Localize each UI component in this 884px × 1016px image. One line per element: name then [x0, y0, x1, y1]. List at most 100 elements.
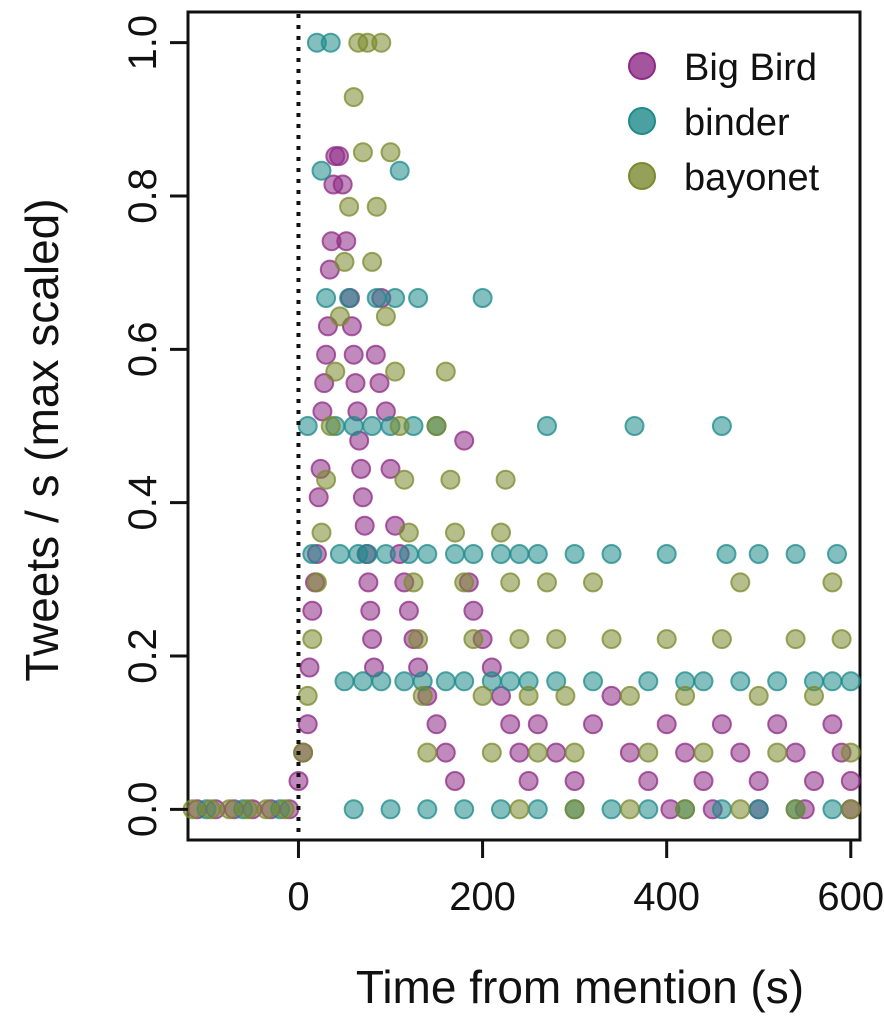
y-tick-label: 0.6 — [121, 322, 165, 378]
data-point — [711, 416, 732, 436]
data-point — [693, 771, 714, 791]
data-point — [308, 487, 329, 508]
data-point — [785, 742, 806, 763]
data-point — [518, 685, 539, 706]
data-point — [417, 799, 438, 820]
data-point — [445, 771, 465, 791]
data-point — [555, 685, 576, 706]
data-point — [311, 522, 332, 543]
legend-swatch — [628, 52, 656, 80]
data-point — [408, 629, 429, 650]
data-point — [339, 196, 360, 217]
x-tick-label: 0 — [287, 875, 309, 919]
data-point — [638, 799, 659, 820]
data-point — [306, 572, 327, 593]
legend-swatch — [628, 107, 656, 135]
data-point — [343, 87, 364, 108]
data-point — [380, 799, 401, 820]
data-point — [527, 799, 548, 820]
data-point — [785, 629, 806, 650]
data-point — [711, 629, 732, 650]
data-point — [362, 251, 383, 272]
data-point — [785, 799, 806, 820]
data-point — [316, 469, 337, 490]
data-point — [601, 799, 622, 820]
data-point — [362, 629, 383, 650]
data-point — [518, 771, 539, 791]
data-point — [748, 544, 769, 564]
x-axis: 0 200 400 600 — [287, 840, 884, 919]
data-point — [302, 600, 323, 621]
data-point — [638, 771, 659, 791]
data-point — [730, 742, 751, 763]
y-tick-label: 1.0 — [121, 15, 165, 71]
data-point — [366, 196, 387, 217]
data-point — [509, 799, 530, 820]
data-point — [583, 671, 603, 692]
data-point — [329, 544, 350, 564]
data-point — [711, 714, 732, 735]
data-point — [394, 671, 415, 692]
data-point — [527, 544, 548, 564]
data-point — [767, 714, 788, 735]
data-point — [385, 361, 406, 382]
data-point — [435, 361, 456, 382]
data-point — [840, 742, 861, 763]
data-point — [358, 572, 379, 593]
data-point — [564, 544, 585, 564]
data-point — [343, 344, 364, 365]
legend-label: Big Bird — [684, 47, 817, 89]
data-point — [256, 799, 277, 820]
data-point — [804, 771, 824, 791]
data-point — [624, 416, 645, 436]
data-point — [527, 714, 548, 735]
data-point — [822, 799, 843, 820]
data-point — [564, 799, 585, 820]
data-point — [454, 799, 475, 820]
data-point — [375, 544, 396, 564]
data-point — [352, 487, 373, 508]
data-point — [619, 799, 640, 820]
data-point — [426, 416, 447, 436]
data-point — [366, 288, 387, 308]
data-point — [320, 416, 341, 436]
data-point — [711, 799, 732, 820]
points-layer — [182, 32, 861, 820]
data-point — [320, 32, 341, 53]
data-point — [354, 515, 375, 536]
data-point — [601, 685, 622, 706]
data-point — [332, 174, 353, 195]
data-point — [360, 600, 381, 621]
legend-swatch — [628, 162, 656, 190]
data-point — [822, 572, 843, 593]
data-point — [417, 544, 438, 564]
data-point — [656, 714, 677, 735]
y-tick-label: 0.8 — [121, 168, 165, 224]
data-point — [316, 288, 337, 308]
data-point — [601, 629, 622, 650]
data-point — [785, 544, 806, 564]
y-axis: 0.0 0.2 0.4 0.6 0.8 1.0 — [121, 15, 188, 837]
data-point — [398, 544, 419, 564]
data-point — [619, 742, 640, 763]
data-point — [509, 629, 530, 650]
data-point — [748, 685, 769, 706]
data-point — [822, 714, 843, 735]
data-point — [454, 671, 475, 692]
data-point — [398, 522, 419, 543]
legend-label: bayonet — [684, 157, 820, 199]
data-point — [288, 771, 309, 791]
legend: Big Bird binder bayonet — [628, 47, 820, 199]
data-point — [403, 572, 424, 593]
data-point — [537, 416, 557, 436]
data-point — [675, 685, 696, 706]
data-point — [500, 671, 521, 692]
data-point — [546, 629, 567, 650]
data-point — [312, 401, 333, 422]
data-point — [389, 160, 410, 181]
data-point — [274, 799, 295, 820]
data-point — [472, 288, 493, 308]
data-point — [329, 306, 350, 327]
legend-label: binder — [684, 102, 790, 144]
